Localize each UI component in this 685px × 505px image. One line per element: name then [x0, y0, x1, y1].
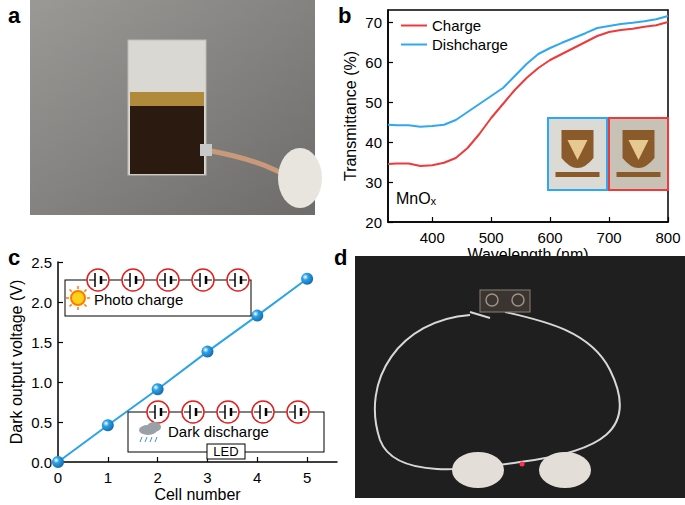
svg-text:1: 1 [104, 469, 112, 486]
svg-text:800: 800 [655, 229, 680, 246]
svg-text:2.0: 2.0 [31, 294, 52, 311]
svg-text:30: 30 [365, 174, 382, 191]
svg-text:1.0: 1.0 [31, 374, 52, 391]
svg-text:b: b [338, 3, 351, 28]
svg-text:LED: LED [213, 444, 238, 459]
svg-text:40: 40 [365, 134, 382, 151]
svg-text:Photo charge: Photo charge [94, 291, 183, 308]
svg-text:2: 2 [153, 469, 161, 486]
svg-text:0.0: 0.0 [31, 454, 52, 471]
svg-text:5: 5 [303, 469, 311, 486]
svg-text:Dark discharge: Dark discharge [168, 423, 269, 440]
svg-text:400: 400 [420, 229, 445, 246]
svg-text:70: 70 [365, 14, 382, 31]
svg-text:MnOₓ: MnOₓ [396, 190, 437, 207]
svg-text:700: 700 [597, 229, 622, 246]
svg-text:Charge: Charge [432, 17, 481, 34]
svg-text:500: 500 [479, 229, 504, 246]
svg-text:2.5: 2.5 [31, 254, 52, 271]
svg-text:50: 50 [365, 94, 382, 111]
svg-text:60: 60 [365, 54, 382, 71]
svg-text:20: 20 [365, 214, 382, 231]
svg-text:Transmittance (%): Transmittance (%) [342, 51, 359, 181]
svg-text:Wavelength (nm): Wavelength (nm) [467, 246, 588, 263]
svg-text:d: d [334, 245, 347, 270]
svg-text:0: 0 [54, 469, 62, 486]
svg-text:4: 4 [253, 469, 261, 486]
svg-text:c: c [8, 245, 20, 270]
svg-text:1.5: 1.5 [31, 334, 52, 351]
svg-text:Cell number: Cell number [154, 486, 241, 503]
svg-text:600: 600 [538, 229, 563, 246]
svg-text:3: 3 [203, 469, 211, 486]
svg-text:Dark output voltage (V): Dark output voltage (V) [8, 280, 25, 445]
svg-text:0.5: 0.5 [31, 414, 52, 431]
svg-text:a: a [8, 3, 21, 28]
svg-text:Dishcharge: Dishcharge [432, 36, 508, 53]
